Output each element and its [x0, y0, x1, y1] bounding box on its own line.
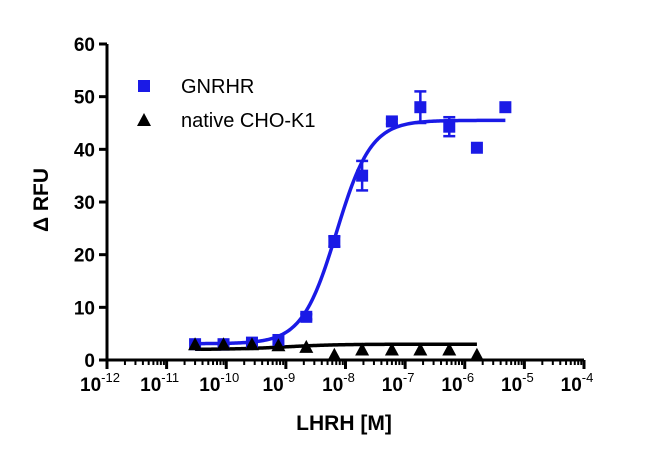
cho-k1-fit-curve	[195, 342, 477, 352]
axes: 0 10 20 30 40 50 60 10-12 10-11 10-10 10-9 10-8 10-7…	[74, 35, 593, 396]
gnrhr-data-point	[470, 141, 483, 154]
data-points	[188, 90, 512, 361]
x-tick-label: 10-8	[322, 370, 355, 396]
cho-k1-data-point	[384, 342, 399, 356]
cho-k1-data-point	[469, 347, 484, 361]
gnrhr-data-point	[328, 235, 341, 248]
y-tick-label: 60	[74, 35, 95, 56]
cho-k1-data-point	[271, 338, 286, 352]
x-tick-label: 10-6	[441, 370, 474, 396]
gnrhr-data-point	[300, 310, 313, 323]
cho-k1-data-point	[327, 347, 342, 361]
x-tick-label: 10-11	[140, 370, 179, 396]
gnrhr-data-point	[443, 120, 456, 133]
y-tick-label: 40	[74, 140, 95, 161]
cho-k1-data-point	[244, 337, 259, 351]
y-tick-label: 10	[74, 298, 95, 319]
cho-k1-data-point	[299, 339, 314, 353]
x-tick-label: 10-5	[501, 370, 534, 396]
cho-k1-data-point	[188, 337, 203, 351]
x-tick-label: 10-4	[561, 370, 594, 396]
x-tick-label: 10-10	[199, 370, 239, 396]
gnrhr-legend-label: GNRHR	[181, 76, 254, 98]
gnrhr-data-point	[414, 101, 427, 114]
gnrhr-data-point	[499, 101, 512, 114]
cho-k1-legend-marker	[137, 113, 151, 126]
legend: GNRHR native CHO-K1	[137, 76, 316, 132]
gnrhr-fit-curve	[195, 118, 506, 346]
fit-curves	[195, 118, 506, 352]
x-axis-title: LHRH [M]	[296, 412, 392, 435]
gnrhr-data-point	[356, 169, 369, 182]
cho-k1-legend-label: native CHO-K1	[181, 110, 316, 132]
gnrhr-legend-marker	[138, 80, 150, 92]
y-tick-label: 50	[74, 88, 95, 109]
y-axis-title: Δ RFU	[30, 168, 53, 232]
cho-k1-data-point	[355, 342, 370, 356]
x-tick-label: 10-12	[80, 370, 120, 396]
y-tick-label: 30	[74, 193, 95, 214]
cho-k1-data-point	[413, 342, 428, 356]
gnrhr-data-point	[385, 115, 398, 128]
x-tick-label: 10-7	[382, 370, 415, 396]
x-tick-label: 10-9	[263, 370, 296, 396]
cho-k1-data-point	[442, 342, 457, 356]
y-tick-label: 20	[74, 246, 95, 267]
cho-k1-data-point	[216, 337, 231, 351]
y-tick-label: 0	[84, 351, 95, 372]
